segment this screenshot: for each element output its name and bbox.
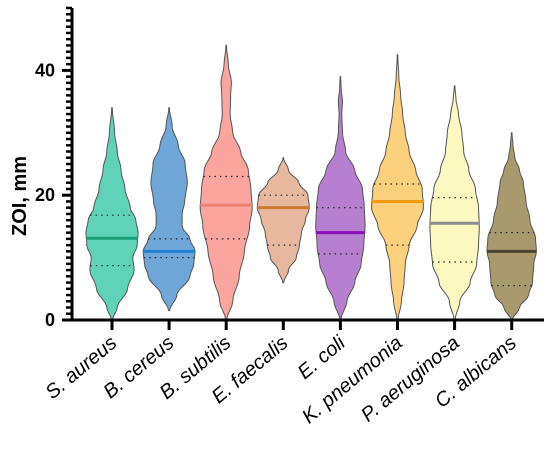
x-tick-label: K. pneumonia: [298, 332, 407, 428]
violin-shape: [429, 85, 480, 321]
x-tick-label: P. aeruginosa: [357, 332, 464, 427]
y-axis-title: ZOI, mm: [9, 156, 31, 236]
violin-shape: [85, 107, 139, 321]
violin-shape: [199, 44, 253, 321]
violin-shape: [315, 76, 366, 321]
y-ticks-group: 0 20 40: [35, 6, 72, 330]
violin-shape: [371, 54, 424, 321]
violin-shape: [142, 107, 196, 312]
y-tick-label: 20: [35, 185, 55, 205]
y-tick-label: 40: [35, 60, 55, 80]
violin-shape: [486, 132, 537, 321]
violins-group: [85, 44, 537, 321]
violin-shape: [256, 157, 310, 284]
y-tick-label: 0: [45, 310, 55, 330]
